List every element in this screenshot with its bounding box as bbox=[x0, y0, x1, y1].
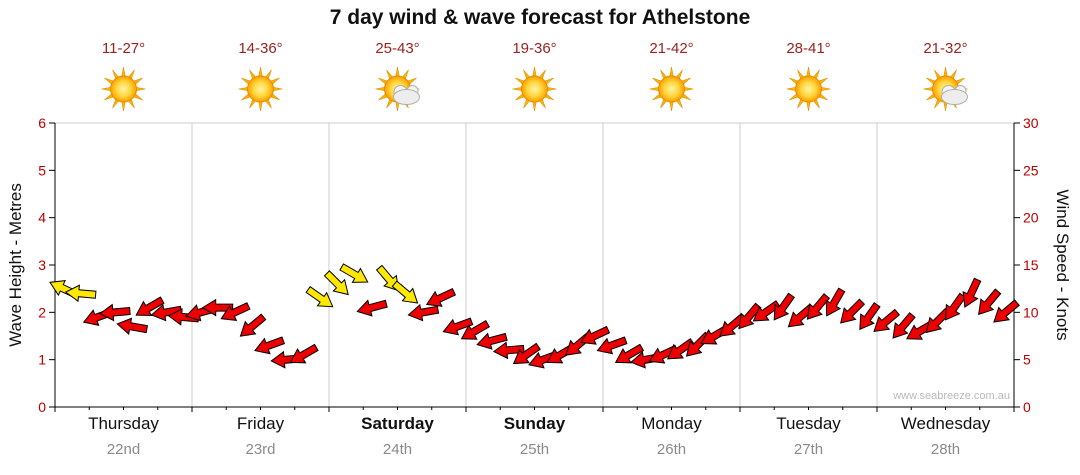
day-name: Wednesday bbox=[900, 414, 991, 433]
wind-arrow bbox=[944, 292, 967, 321]
sunny-icon bbox=[238, 66, 283, 112]
left-axis-tick: 2 bbox=[38, 304, 46, 320]
wind-arrow bbox=[375, 264, 400, 292]
right-axis-tick: 5 bbox=[1023, 352, 1031, 368]
day-date: 24th bbox=[382, 441, 413, 458]
wind-arrow bbox=[752, 300, 781, 322]
left-axis-title: Wave Height - Metres bbox=[6, 183, 25, 347]
wind-arrow bbox=[648, 344, 679, 364]
wind-arrow bbox=[840, 298, 866, 324]
day-name: Thursday bbox=[88, 414, 159, 433]
wind-arrow bbox=[289, 343, 319, 364]
right-axis-tick: 15 bbox=[1023, 257, 1039, 273]
day-name: Sunday bbox=[503, 414, 566, 433]
left-axis-tick: 0 bbox=[38, 399, 46, 415]
wind-arrow bbox=[512, 342, 541, 365]
day-temp-range: 25-43° bbox=[375, 40, 420, 57]
wind-arrow bbox=[425, 287, 457, 307]
wind-arrow bbox=[892, 312, 916, 339]
wind-arrow bbox=[116, 317, 149, 336]
wind-arrow bbox=[99, 303, 131, 322]
wind-arrow bbox=[391, 280, 419, 304]
left-axis-tick: 3 bbox=[38, 257, 46, 273]
wind-arrow bbox=[64, 284, 97, 303]
sunny-icon bbox=[101, 66, 146, 112]
day-temp-range: 11-27° bbox=[101, 40, 146, 57]
wind-arrow bbox=[492, 341, 525, 360]
right-axis-tick: 25 bbox=[1023, 162, 1039, 178]
wind-arrow bbox=[962, 277, 982, 308]
wind-arrow bbox=[254, 336, 285, 355]
day-names-row: Thursday Friday Saturday Sunday Monday Tuesda… bbox=[55, 414, 1014, 434]
day-temp-range: 21-42° bbox=[649, 40, 694, 57]
day-date: 25th bbox=[519, 441, 550, 458]
day-date: 26th bbox=[656, 441, 687, 458]
wind-arrow bbox=[738, 302, 762, 330]
day-name: Tuesday bbox=[776, 414, 841, 433]
day-date: 27th bbox=[793, 441, 824, 458]
wind-arrow bbox=[220, 302, 251, 322]
watermark: www.seabreeze.com.au bbox=[893, 390, 1010, 402]
wind-arrow bbox=[787, 304, 815, 328]
left-axis-tick: 5 bbox=[38, 162, 46, 178]
wind-arrow bbox=[596, 336, 628, 355]
sunny-icon bbox=[512, 66, 557, 112]
wind-arrow bbox=[239, 313, 267, 337]
day-name: Friday bbox=[236, 414, 285, 433]
axes: 0 1 2 3 4 5 6 0 5 10 15 20 25 30 bbox=[38, 115, 1039, 415]
gridlines bbox=[55, 122, 1014, 407]
wind-arrow bbox=[476, 332, 508, 350]
day-name: Saturday bbox=[361, 414, 434, 433]
wind-arrow bbox=[356, 299, 388, 317]
day-dates-row: 22nd 23rd 24th 25th 26th 27th 28th bbox=[55, 441, 1014, 458]
page-title: 7 day wind & wave forecast for Athelston… bbox=[329, 6, 751, 29]
wind-arrow bbox=[201, 298, 234, 317]
day-temp-range: 14-36° bbox=[238, 40, 283, 57]
day-date: 23rd bbox=[245, 441, 276, 458]
wind-arrow bbox=[978, 288, 1002, 316]
wind-arrow bbox=[993, 299, 1020, 323]
wind-arrow bbox=[773, 292, 795, 321]
right-axis-tick: 0 bbox=[1023, 399, 1031, 415]
wind-arrow bbox=[859, 302, 881, 331]
day-temps-row: 11-27° 14-36° 25-43° 19-36° 21-42° 28-41° 21-3… bbox=[55, 40, 1014, 57]
day-name: Monday bbox=[641, 414, 702, 433]
wind-arrow bbox=[135, 296, 165, 317]
wind-arrow bbox=[666, 338, 696, 360]
sunny-icon bbox=[649, 66, 694, 112]
right-axis-tick: 10 bbox=[1023, 304, 1039, 320]
left-axis-tick: 4 bbox=[38, 210, 46, 226]
right-axis-title: Wind Speed - Knots bbox=[1053, 189, 1072, 341]
sunny-icon bbox=[786, 66, 831, 112]
wind-arrow bbox=[442, 317, 474, 336]
day-temp-range: 21-32° bbox=[923, 40, 968, 57]
wind-arrow bbox=[719, 313, 746, 337]
wind-arrow bbox=[150, 303, 183, 322]
wind-arrow bbox=[873, 308, 901, 333]
wind-arrow bbox=[579, 325, 611, 345]
wind-arrow bbox=[925, 308, 951, 334]
right-axis-tick: 30 bbox=[1023, 115, 1039, 131]
wind-arrows bbox=[49, 263, 1020, 369]
right-axis-tick: 20 bbox=[1023, 210, 1039, 226]
partly-cloudy-icon bbox=[923, 66, 968, 112]
day-date: 28th bbox=[930, 441, 961, 458]
wind-arrow bbox=[407, 303, 440, 322]
day-temp-range: 28-41° bbox=[786, 40, 831, 57]
day-temp-range: 19-36° bbox=[512, 40, 557, 57]
partly-cloudy-icon bbox=[375, 66, 420, 112]
wind-arrow bbox=[460, 320, 490, 340]
wind-arrow bbox=[614, 343, 645, 364]
left-axis-tick: 6 bbox=[38, 115, 46, 131]
wind-arrow bbox=[323, 270, 349, 296]
wind-arrow bbox=[806, 293, 831, 320]
wind-arrow bbox=[825, 287, 846, 317]
left-axis-tick: 1 bbox=[38, 352, 46, 368]
day-date: 22nd bbox=[106, 441, 141, 458]
wind-arrow bbox=[305, 285, 334, 308]
wind-arrow bbox=[339, 263, 369, 283]
